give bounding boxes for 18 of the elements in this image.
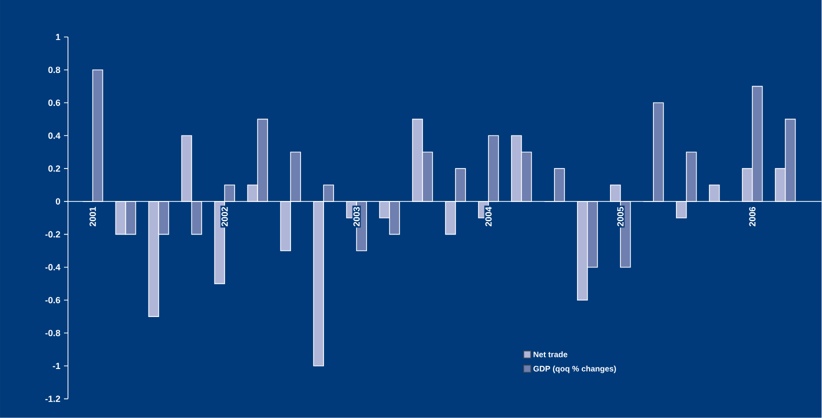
y-tick-label: -0.6 [45,297,60,304]
x-tick-label: 2004 [485,206,492,226]
x-tick-label: 2001 [90,207,96,226]
x-tick-label: 2005 [617,207,624,226]
y-tick-label: 0.8 [48,66,60,74]
y-tick-label: 1 [56,34,60,40]
y-tick-label: -1 [52,362,60,370]
y-tick-label: 0.6 [48,100,60,106]
y-tick-label: -0.4 [45,264,60,271]
y-tick-label: -1.2 [45,396,60,402]
y-tick-label: 0 [56,198,60,205]
x-tick-label: 2003 [353,207,360,226]
x-tick-label: 2002 [221,207,228,226]
y-tick-label: 0.4 [48,132,60,139]
y-tick-label: 0.2 [48,165,60,172]
y-tick-label: -0.8 [45,330,60,336]
y-tick-label: -0.2 [45,231,60,238]
x-tick-label: 2006 [749,207,756,226]
